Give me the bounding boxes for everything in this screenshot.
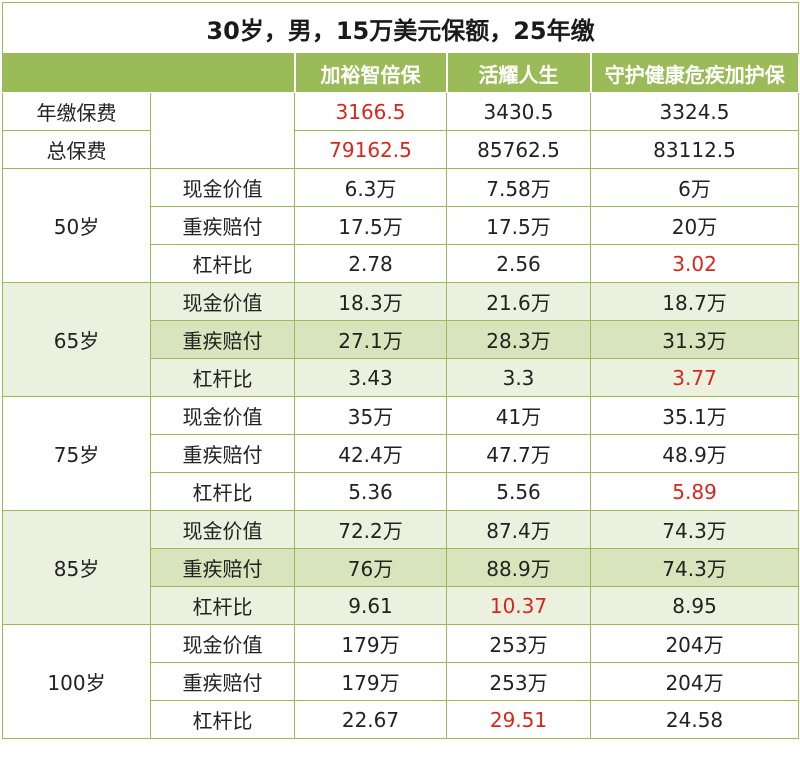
metric-label: 重疾赔付: [150, 662, 295, 701]
header-plan-1: 加裕智倍保: [293, 53, 447, 93]
age-label: 65岁: [2, 282, 151, 397]
value-cell: 83112.5: [589, 130, 800, 169]
metric-label: 杠杆比: [150, 472, 295, 511]
value-cell: 5.89: [589, 472, 800, 511]
table-row: 65岁 现金价值 18.3万 21.6万 18.7万: [2, 282, 800, 397]
value-cell: 31.3万: [589, 320, 800, 359]
value-cell: 76万: [294, 548, 447, 587]
premium-section: 年缴保费 3166.5 3430.5 3324.5 总保费 79162.5 85…: [2, 92, 800, 169]
table-row: 杠杆比 3.43 3.3 3.77: [3, 358, 800, 397]
header-plan-3: 守护健康危疾加护保: [589, 53, 800, 93]
table-row: 年缴保费 3166.5 3430.5 3324.5: [2, 92, 800, 169]
value-cell: 3.77: [589, 358, 800, 397]
row-label: 总保费: [2, 130, 151, 169]
value-cell: 2.56: [446, 244, 591, 283]
age-group-65: 65岁 现金价值 18.3万 21.6万 18.7万 重疾赔付 27.1万 28…: [2, 282, 800, 397]
value-cell: 3430.5: [446, 92, 591, 131]
value-cell: 5.56: [446, 472, 591, 511]
value-cell: 18.3万: [294, 282, 447, 321]
table-row: 杠杆比 22.67 29.51 24.58: [3, 700, 800, 739]
metric-label: 重疾赔付: [150, 434, 295, 473]
metric-label: 重疾赔付: [150, 206, 295, 245]
table-row: 100岁 现金价值 179万 253万 204万: [2, 624, 800, 739]
metric-label: 现金价值: [150, 510, 295, 549]
value-cell: 3.43: [294, 358, 447, 397]
value-cell: 48.9万: [589, 434, 800, 473]
value-cell: 79162.5: [294, 130, 447, 169]
value-cell: 74.3万: [589, 548, 800, 587]
age-group-75: 75岁 现金价值 35万 41万 35.1万 重疾赔付 42.4万 47.7万 …: [2, 396, 800, 511]
value-cell: 35.1万: [589, 396, 800, 435]
value-cell: 179万: [294, 662, 447, 701]
row-label: 年缴保费: [2, 92, 151, 131]
value-cell: 22.67: [294, 700, 447, 739]
value-cell: 3324.5: [589, 92, 800, 131]
value-cell: 18.7万: [589, 282, 800, 321]
value-cell: 204万: [589, 662, 800, 701]
age-label: 85岁: [2, 510, 151, 625]
table-row: 杠杆比 5.36 5.56 5.89: [3, 472, 800, 511]
value-cell: 179万: [294, 624, 447, 663]
value-cell: 204万: [589, 624, 800, 663]
table-row: 85岁 现金价值 72.2万 87.4万 74.3万: [2, 510, 800, 625]
age-label: 50岁: [2, 168, 151, 283]
metric-label: 重疾赔付: [150, 548, 295, 587]
metric-label: 现金价值: [150, 396, 295, 435]
value-cell: 3.3: [446, 358, 591, 397]
value-cell: 2.78: [294, 244, 447, 283]
table-title: 30岁，男，15万美元保额，25年缴: [1, 2, 800, 54]
metric-label: 杠杆比: [150, 358, 295, 397]
value-cell: 85762.5: [446, 130, 591, 169]
value-cell: 87.4万: [446, 510, 591, 549]
value-cell: 28.3万: [446, 320, 591, 359]
metric-label: 杠杆比: [150, 586, 295, 625]
age-group-100: 100岁 现金价值 179万 253万 204万 重疾赔付 179万 253万 …: [2, 624, 800, 739]
metric-label: 现金价值: [150, 168, 295, 207]
value-cell: 41万: [446, 396, 591, 435]
age-label: 100岁: [2, 624, 151, 739]
value-cell: 17.5万: [446, 206, 591, 245]
value-cell: 7.58万: [446, 168, 591, 207]
table-row: 杠杆比 9.61 10.37 8.95: [3, 586, 800, 625]
metric-label: 现金价值: [150, 624, 295, 663]
value-cell: 29.51: [446, 700, 591, 739]
value-cell: 21.6万: [446, 282, 591, 321]
value-cell: 35万: [294, 396, 447, 435]
value-cell: 42.4万: [294, 434, 447, 473]
metric-label: 杠杆比: [150, 244, 295, 283]
table-row: 75岁 现金价值 35万 41万 35.1万: [2, 396, 800, 511]
value-cell: 74.3万: [589, 510, 800, 549]
value-cell: 47.7万: [446, 434, 591, 473]
comparison-table: 30岁，男，15万美元保额，25年缴 加裕智倍保 活耀人生 守护健康危疾加护保 …: [1, 2, 800, 739]
age-group-50: 50岁 现金价值 6.3万 7.58万 6万 重疾赔付 17.5万 17.5万 …: [2, 168, 800, 283]
value-cell: 6.3万: [294, 168, 447, 207]
age-group-85: 85岁 现金价值 72.2万 87.4万 74.3万 重疾赔付 76万 88.9…: [2, 510, 800, 625]
value-cell: 6万: [589, 168, 800, 207]
blank-cell: [150, 92, 295, 169]
value-cell: 8.95: [589, 586, 800, 625]
header-blank: [2, 53, 295, 93]
metric-label: 杠杆比: [150, 700, 295, 739]
value-cell: 27.1万: [294, 320, 447, 359]
value-cell: 9.61: [294, 586, 447, 625]
value-cell: 10.37: [446, 586, 591, 625]
value-cell: 253万: [446, 624, 591, 663]
metric-label: 现金价值: [150, 282, 295, 321]
value-cell: 3.02: [589, 244, 800, 283]
metric-label: 重疾赔付: [150, 320, 295, 359]
value-cell: 72.2万: [294, 510, 447, 549]
table-row: 重疾赔付 179万 253万 204万: [3, 662, 800, 701]
value-cell: 17.5万: [294, 206, 447, 245]
table-row: 重疾赔付 27.1万 28.3万 31.3万: [3, 320, 800, 359]
value-cell: 24.58: [589, 700, 800, 739]
value-cell: 20万: [589, 206, 800, 245]
value-cell: 3166.5: [294, 92, 447, 131]
table-row: 50岁 现金价值 6.3万 7.58万 6万: [2, 168, 800, 283]
value-cell: 88.9万: [446, 548, 591, 587]
value-cell: 5.36: [294, 472, 447, 511]
age-label: 75岁: [2, 396, 151, 511]
value-cell: 253万: [446, 662, 591, 701]
table-row: 总保费 79162.5 85762.5 83112.5: [2, 130, 800, 169]
header-plan-2: 活耀人生: [445, 53, 591, 93]
